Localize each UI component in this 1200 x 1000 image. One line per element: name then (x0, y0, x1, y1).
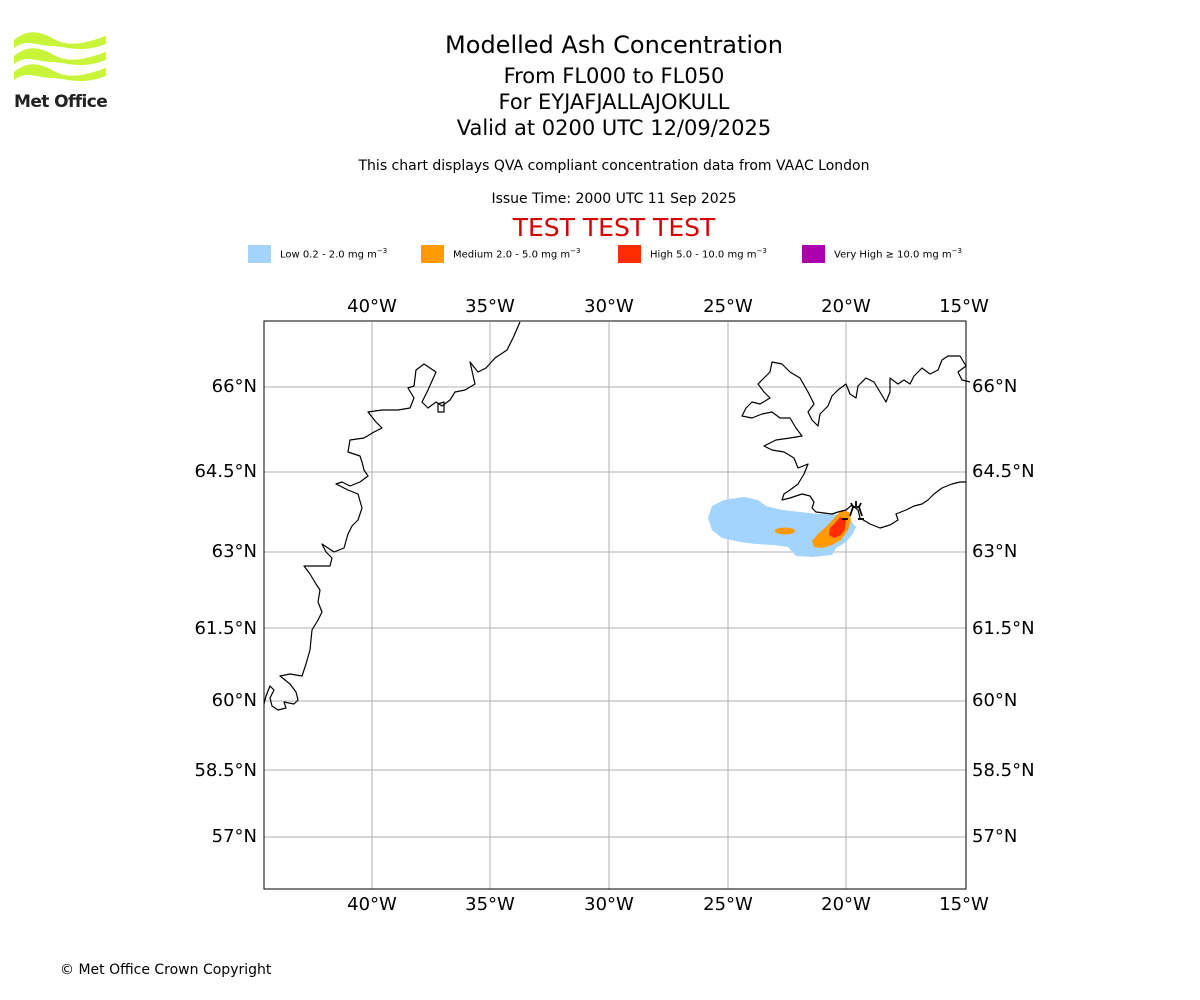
lon-label: 25°W (703, 894, 753, 915)
lon-label: 40°W (347, 296, 397, 317)
legend-swatch-very-high (802, 244, 825, 263)
lat-labels-right: 66°N 64.5°N 63°N 61.5°N 60°N 58.5°N 57°N (972, 376, 1035, 847)
lon-label: 20°W (821, 296, 871, 317)
iceland-coastline (851, 481, 966, 529)
met-office-logo: Met Office (14, 30, 108, 112)
legend-item-medium: Medium 2.0 - 5.0 mg m−3 (421, 244, 580, 263)
lon-label: 15°W (939, 296, 989, 317)
copyright-notice: © Met Office Crown Copyright (60, 962, 272, 978)
lat-label: 66°N (212, 376, 257, 397)
lat-label: 58.5°N (194, 760, 257, 781)
ash-area-medium-small (775, 527, 795, 535)
lat-label: 57°N (212, 826, 257, 847)
greenland-coastline (263, 321, 521, 711)
lat-label: 60°N (212, 690, 257, 711)
iceland-north-coastline (741, 355, 971, 515)
lon-label: 15°W (939, 894, 989, 915)
test-banner: TEST TEST TEST (512, 213, 716, 242)
lat-label: 60°N (972, 690, 1017, 711)
flight-level-range: From FL000 to FL050 (503, 64, 725, 88)
lat-label: 57°N (972, 826, 1017, 847)
lat-label: 63°N (972, 541, 1017, 562)
lat-label: 64.5°N (972, 461, 1035, 482)
lon-label: 20°W (821, 894, 871, 915)
ash-area-high (829, 517, 846, 538)
lon-labels-top: 40°W 35°W 30°W 25°W 20°W 15°W (347, 296, 989, 317)
lon-label: 25°W (703, 296, 753, 317)
chart-description: This chart displays QVA compliant concen… (358, 158, 870, 174)
greenland-island (437, 401, 445, 413)
lon-label: 30°W (584, 894, 634, 915)
met-office-waves-icon (14, 32, 106, 82)
map-gridlines (264, 322, 966, 889)
legend-swatch-low (248, 244, 271, 263)
legend-swatch-high (618, 244, 641, 263)
lon-label: 40°W (347, 894, 397, 915)
legend-label-medium: Medium 2.0 - 5.0 mg m−3 (453, 246, 581, 261)
lat-label: 61.5°N (194, 618, 257, 639)
volcano-icon (842, 501, 864, 520)
lat-label: 61.5°N (972, 618, 1035, 639)
lon-labels-bottom: 40°W 35°W 30°W 25°W 20°W 15°W (347, 894, 989, 915)
lon-label: 30°W (584, 296, 634, 317)
lon-label: 35°W (465, 296, 515, 317)
lat-label: 58.5°N (972, 760, 1035, 781)
legend-label-very-high: Very High ≥ 10.0 mg m−3 (834, 246, 962, 261)
lat-label: 66°N (972, 376, 1017, 397)
legend-label-low: Low 0.2 - 2.0 mg m−3 (280, 246, 388, 261)
lat-label: 63°N (212, 541, 257, 562)
map-frame (263, 320, 967, 890)
legend-label-high: High 5.0 - 10.0 mg m−3 (650, 246, 767, 261)
lat-labels-left: 66°N 64.5°N 63°N 61.5°N 60°N 58.5°N 57°N (194, 376, 257, 847)
issue-time: Issue Time: 2000 UTC 11 Sep 2025 (491, 191, 737, 207)
logo-text: Met Office (14, 92, 108, 112)
legend-item-very-high: Very High ≥ 10.0 mg m−3 (802, 244, 962, 263)
legend-swatch-medium (421, 244, 444, 263)
legend-item-high: High 5.0 - 10.0 mg m−3 (618, 244, 767, 263)
coastlines (263, 321, 971, 711)
volcano-name: For EYJAFJALLAJOKULL (498, 90, 730, 114)
legend-item-low: Low 0.2 - 2.0 mg m−3 (248, 244, 387, 263)
lat-label: 64.5°N (194, 461, 257, 482)
valid-time: Valid at 0200 UTC 12/09/2025 (456, 116, 772, 140)
lon-label: 35°W (465, 894, 515, 915)
chart-title: Modelled Ash Concentration (445, 31, 783, 59)
